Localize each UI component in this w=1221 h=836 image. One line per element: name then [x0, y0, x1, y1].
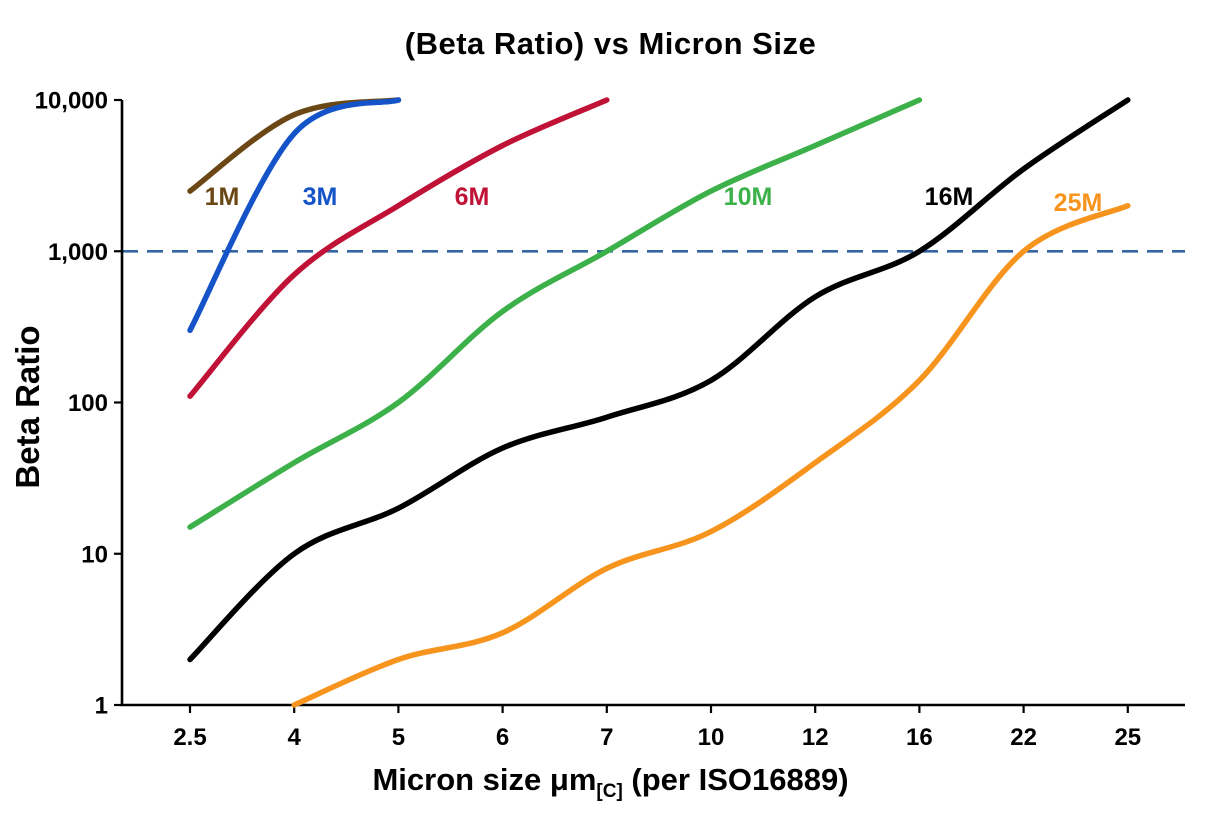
- x-tick-label-5: 5: [392, 724, 405, 751]
- series-3M-curve: [187, 97, 402, 334]
- series-25M-label: 25M: [1054, 189, 1103, 217]
- series-1M-curve: [187, 97, 402, 194]
- y-axis-title: Beta Ratio: [9, 325, 46, 489]
- x-tick-label-16: 16: [906, 724, 933, 751]
- x-tick-label-22: 22: [1010, 724, 1037, 751]
- y-tick-label-10: 10: [81, 541, 108, 568]
- x-axis-title-rest: (per ISO16889): [622, 762, 849, 797]
- series-1M-label: 1M: [205, 183, 240, 211]
- chart-title: (Beta Ratio) vs Micron Size: [404, 26, 817, 61]
- series-3M-label: 3M: [303, 183, 338, 211]
- y-tick-label-10,000: 10,000: [35, 88, 108, 115]
- series-16M-label: 16M: [925, 183, 974, 211]
- series-6M-curve: [187, 97, 610, 399]
- x-tick-label-4: 4: [288, 724, 302, 751]
- series-10M-curve: [187, 97, 923, 530]
- x-axis-title-subscript: [C]: [596, 781, 623, 803]
- x-tick-label-7: 7: [600, 724, 613, 751]
- y-tick-label-1: 1: [95, 693, 108, 720]
- y-tick-label-1,000: 1,000: [48, 239, 108, 266]
- x-tick-label-6: 6: [496, 724, 509, 751]
- x-tick-label-2.5: 2.5: [173, 724, 206, 751]
- series-16M-curve: [187, 97, 1131, 663]
- series-10M-label: 10M: [724, 183, 773, 211]
- series-6M-label: 6M: [455, 183, 490, 211]
- series-group: [187, 97, 1131, 708]
- series-25M-curve: [291, 202, 1131, 708]
- x-tick-label-12: 12: [802, 724, 829, 751]
- x-tick-label-10: 10: [698, 724, 725, 751]
- x-tick-label-25: 25: [1114, 724, 1141, 751]
- x-axis-title-main: Micron size μm: [372, 762, 597, 797]
- y-tick-label-100: 100: [68, 390, 108, 417]
- x-axis-title: Micron size μm[C] (per ISO16889): [0, 762, 1221, 803]
